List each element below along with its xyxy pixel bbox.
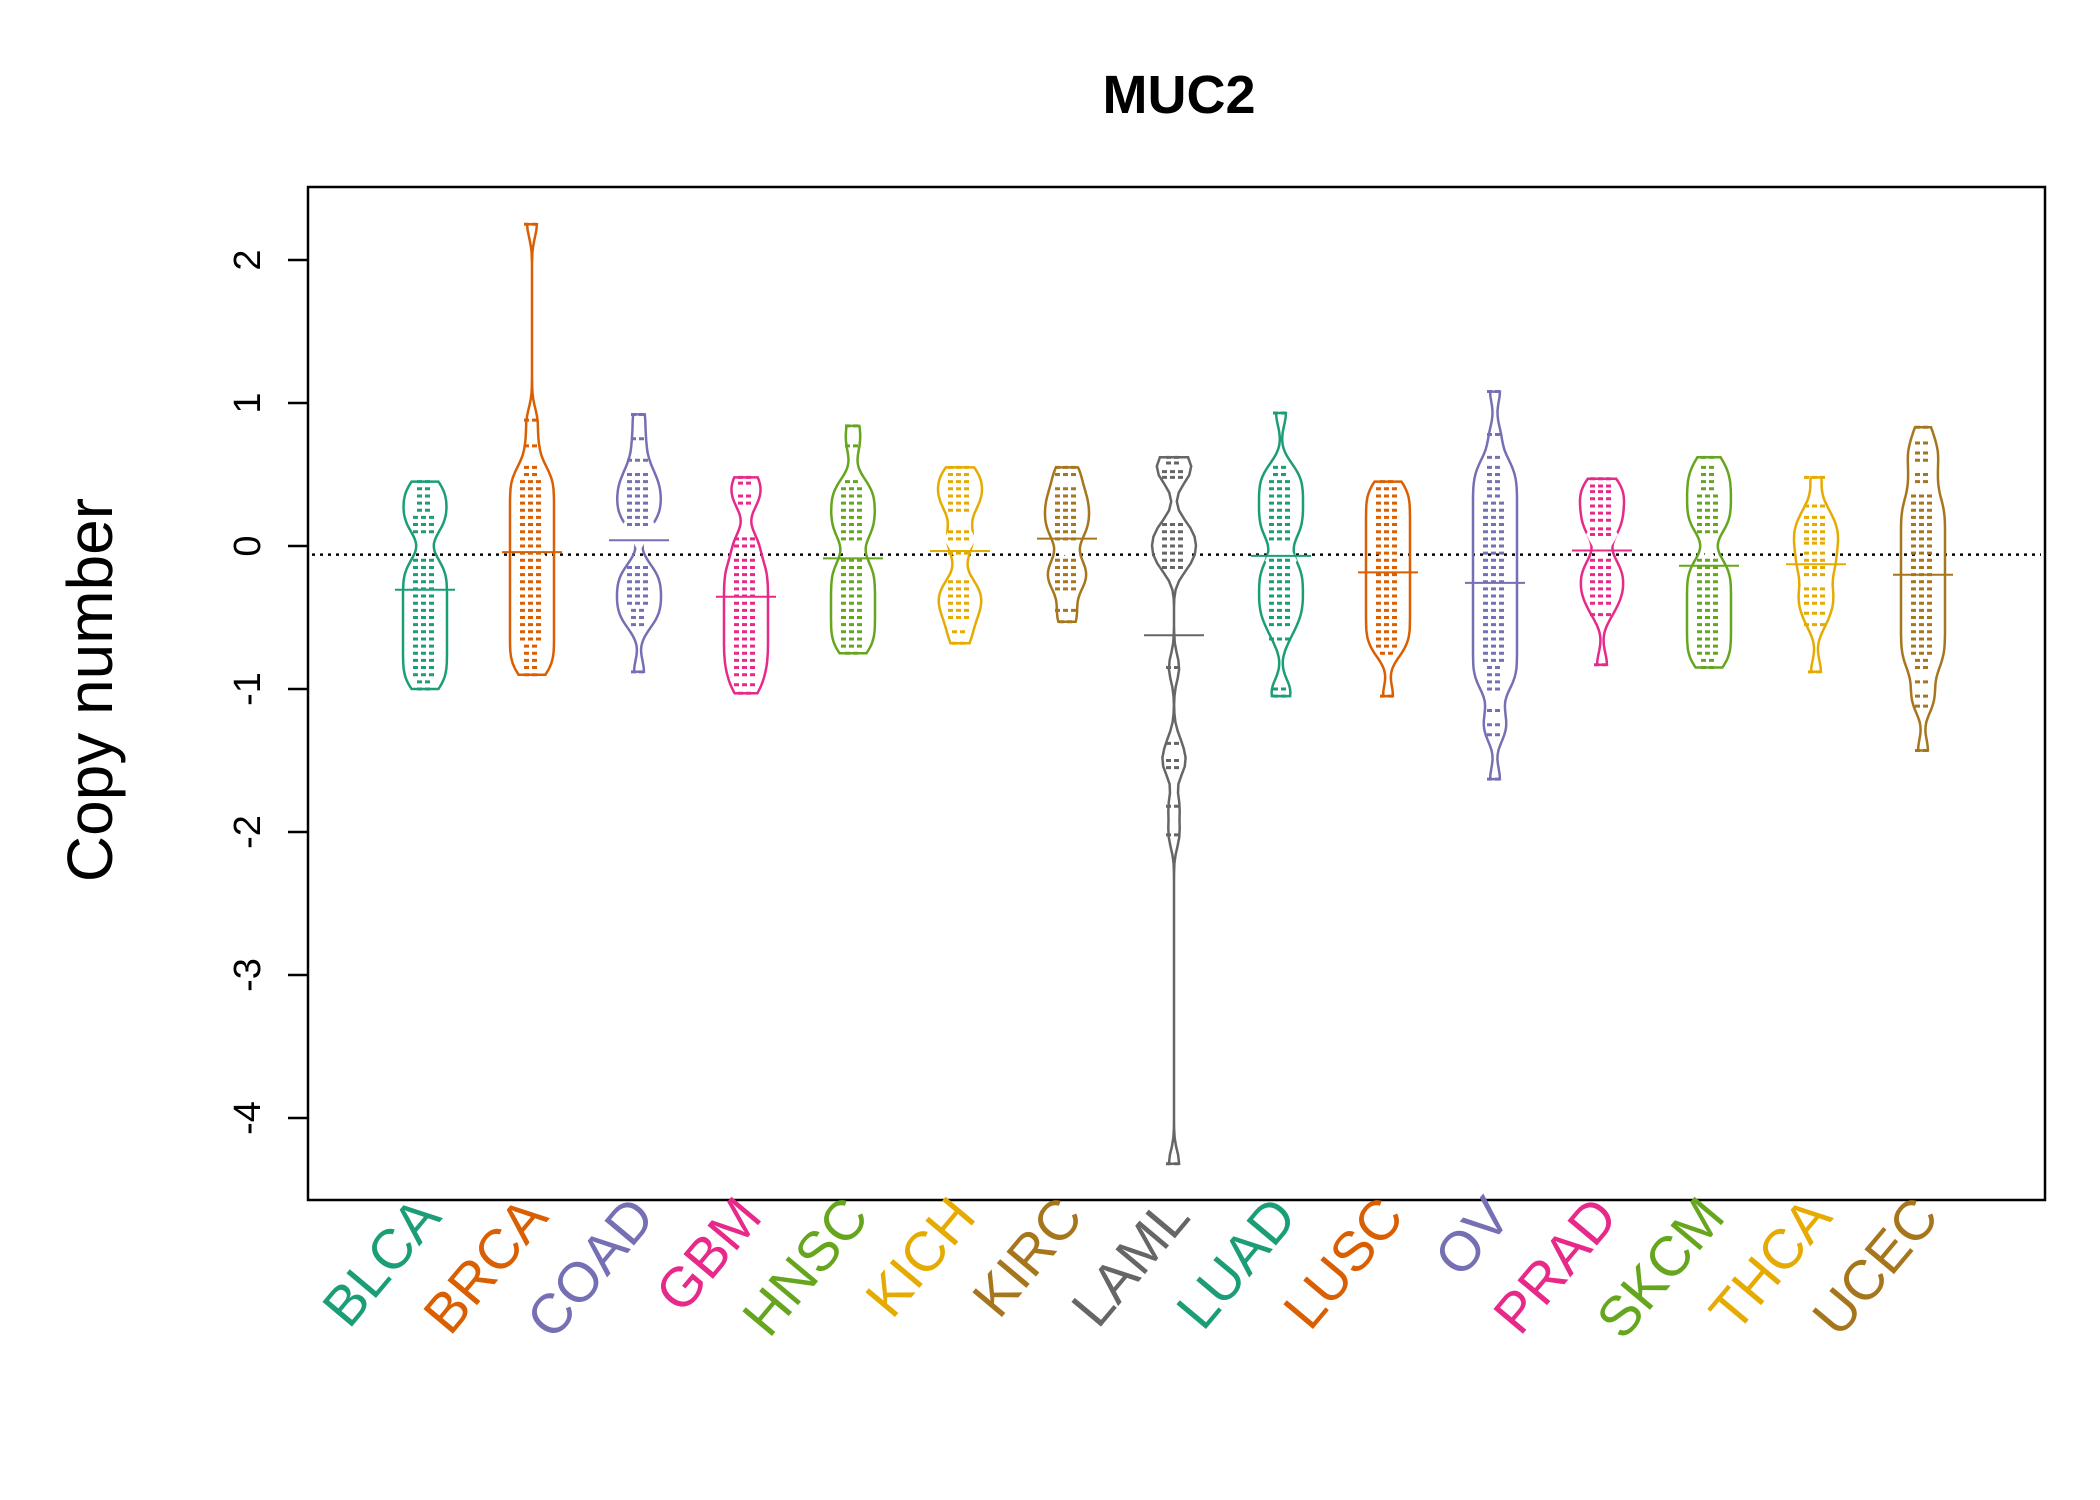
x-tick-label-laml: LAML — [1059, 1185, 1201, 1338]
bean-kirc — [1037, 465, 1097, 624]
bean-skcm — [1679, 455, 1739, 670]
bean-ucec — [1893, 425, 1953, 752]
bean-outline — [1899, 426, 1947, 752]
bean-outline — [1043, 466, 1091, 624]
bean-coad — [609, 412, 669, 674]
chart-title: MUC2 — [1102, 65, 1255, 125]
bean-lusc — [1358, 480, 1418, 698]
bean-hnsc — [823, 424, 883, 655]
bean-blca — [395, 480, 455, 691]
bean-outline — [936, 466, 984, 645]
bean-outline — [1685, 456, 1733, 669]
y-tick-label: 2 — [227, 249, 269, 270]
bean-outline — [401, 480, 449, 691]
beans-group — [395, 222, 1953, 1166]
bean-outline — [722, 476, 770, 695]
x-tick-label-luad: LUAD — [1164, 1185, 1308, 1340]
bean-prad — [1572, 477, 1632, 667]
y-axis-label: Copy number — [54, 498, 126, 882]
bean-outline — [508, 223, 556, 676]
bean-outline — [1578, 477, 1626, 666]
x-tick-label-kich: KICH — [853, 1185, 987, 1328]
bean-brca — [502, 222, 562, 677]
bean-luad — [1251, 411, 1311, 698]
bean-outline — [615, 413, 663, 674]
y-tick-label: -2 — [227, 815, 269, 849]
y-tick-label: 1 — [227, 392, 269, 413]
bean-gbm — [716, 475, 776, 695]
bean-laml — [1144, 455, 1204, 1166]
bean-outline — [829, 424, 877, 655]
bean-outline — [1364, 480, 1412, 698]
y-tick-label: 0 — [227, 535, 269, 556]
x-tick-label-lusc: LUSC — [1271, 1185, 1415, 1340]
y-tick-label: -4 — [227, 1101, 269, 1135]
y-axis: -4 -3 -2 -1 0 1 2 — [227, 249, 308, 1135]
y-tick-label: -1 — [227, 672, 269, 706]
y-tick-label: -3 — [227, 958, 269, 992]
bean-outline — [1150, 456, 1198, 1166]
bean-thca — [1786, 475, 1846, 674]
plot-frame — [306, 185, 2047, 1202]
bean-kich — [930, 465, 990, 645]
bean-ov — [1465, 390, 1525, 781]
